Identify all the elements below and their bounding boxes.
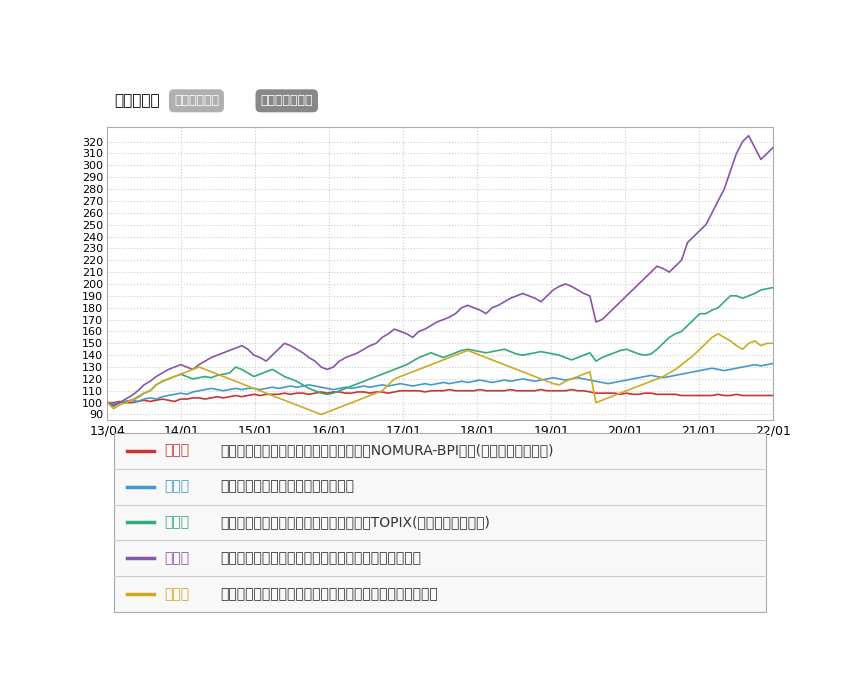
Text: ３年（週次）: ３年（週次） — [174, 95, 219, 108]
Text: みずほ信託銀行　外国株式インデックスファンドＳ: みずほ信託銀行 外国株式インデックスファンドＳ — [221, 551, 422, 565]
Text: ＤＣダイワ外国債券インデックス: ＤＣダイワ外国債券インデックス — [221, 480, 355, 493]
Text: 青線：: 青線： — [164, 480, 189, 493]
Text: １０年（月次）: １０年（月次） — [260, 95, 313, 108]
Text: 紫線：: 紫線： — [164, 551, 189, 565]
Text: ＤＩＡＭ新興国株式インデックスファンド＜ＤＣ年金＞: ＤＩＡＭ新興国株式インデックスファンド＜ＤＣ年金＞ — [221, 587, 438, 601]
Text: 野村国内株式インデックスファンド・TOPIX(確定拠出年金向け): 野村国内株式インデックスファンド・TOPIX(確定拠出年金向け) — [221, 515, 490, 529]
FancyBboxPatch shape — [114, 433, 766, 612]
Text: 緑線：: 緑線： — [164, 515, 189, 529]
Text: 野村国内債券インデックスファンド・NOMURA-BPI総合(確定拠出年金向け): 野村国内債券インデックスファンド・NOMURA-BPI総合(確定拠出年金向け) — [221, 444, 554, 457]
Text: 表示期間：: 表示期間： — [114, 93, 160, 108]
Text: 赤線：: 赤線： — [164, 444, 189, 457]
Text: 黄線：: 黄線： — [164, 587, 189, 601]
